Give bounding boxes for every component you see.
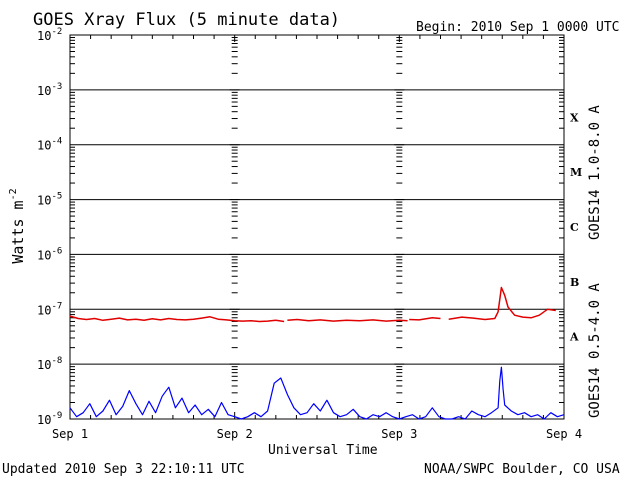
legend-short-channel: GOES14 0.5-4.0 A bbox=[587, 283, 603, 418]
y-tick-base: 10 bbox=[37, 29, 51, 43]
series-short-channel bbox=[69, 366, 565, 420]
flare-class-m: M bbox=[570, 166, 582, 179]
x-tick-label: Sep 4 bbox=[546, 427, 582, 441]
y-tick-base: 10 bbox=[37, 194, 51, 208]
series-layer bbox=[69, 286, 565, 420]
y-tick-label: 10-7 bbox=[37, 301, 62, 317]
series-line bbox=[448, 286, 556, 321]
y-tick-exponent: -6 bbox=[51, 246, 62, 256]
y-axis-label: Watts m-2 bbox=[8, 188, 27, 263]
y-tick-label: 10-5 bbox=[37, 192, 62, 208]
y-axis-label-text: Watts m bbox=[9, 200, 27, 263]
y-tick-base: 10 bbox=[37, 139, 51, 153]
y-tick-label: 10-8 bbox=[37, 356, 62, 372]
y-tick-exponent: -7 bbox=[51, 301, 62, 311]
y-tick-base: 10 bbox=[37, 84, 51, 98]
y-tick-label: 10-9 bbox=[37, 411, 62, 427]
x-axis-label: Universal Time bbox=[268, 443, 378, 458]
x-tick-label: Sep 3 bbox=[381, 427, 417, 441]
chart-title: GOES Xray Flux (5 minute data) bbox=[33, 10, 340, 30]
y-axis-tick-labels: 10-210-310-410-510-610-710-810-9 bbox=[37, 27, 62, 427]
flare-class-b: B bbox=[570, 276, 579, 289]
y-tick-label: 10-3 bbox=[37, 82, 62, 98]
y-tick-exponent: -3 bbox=[51, 82, 62, 92]
series-long-channel bbox=[69, 286, 556, 323]
flare-class-c: C bbox=[570, 221, 579, 234]
y-tick-base: 10 bbox=[37, 248, 51, 262]
series-line bbox=[287, 318, 408, 322]
y-tick-exponent: -8 bbox=[51, 356, 62, 366]
credit-text: NOAA/SWPC Boulder, CO USA bbox=[424, 462, 620, 477]
flare-class-a: A bbox=[569, 331, 579, 344]
x-tick-label: Sep 1 bbox=[52, 427, 88, 441]
y-tick-base: 10 bbox=[37, 303, 51, 317]
updated-timestamp: Updated 2010 Sep 3 22:10:11 UTC bbox=[2, 462, 245, 477]
y-tick-exponent: -2 bbox=[51, 27, 62, 37]
x-axis-tick-labels: Sep 1 Sep 2 Sep 3 Sep 4 bbox=[52, 427, 582, 441]
y-tick-base: 10 bbox=[37, 413, 51, 427]
series-line bbox=[69, 315, 285, 323]
flare-class-x: X bbox=[570, 111, 579, 124]
y-tick-base: 10 bbox=[37, 358, 51, 372]
y-tick-label: 10-4 bbox=[37, 137, 62, 153]
y-tick-exponent: -5 bbox=[51, 192, 62, 202]
y-tick-label: 10-2 bbox=[37, 27, 62, 43]
plot-area bbox=[69, 34, 565, 420]
y-axis-label-superscript: -2 bbox=[8, 188, 19, 200]
legend-long-channel: GOES14 1.0-8.0 A bbox=[587, 105, 603, 240]
y-tick-exponent: -9 bbox=[51, 411, 62, 421]
begin-date: Begin: 2010 Sep 1 0000 UTC bbox=[416, 20, 620, 35]
y-tick-label: 10-6 bbox=[37, 246, 62, 262]
series-line bbox=[409, 317, 441, 321]
y-tick-exponent: -4 bbox=[51, 137, 62, 147]
series-line bbox=[69, 366, 565, 420]
flare-class-labels: X M C B A bbox=[569, 111, 582, 343]
x-tick-label: Sep 2 bbox=[217, 427, 253, 441]
